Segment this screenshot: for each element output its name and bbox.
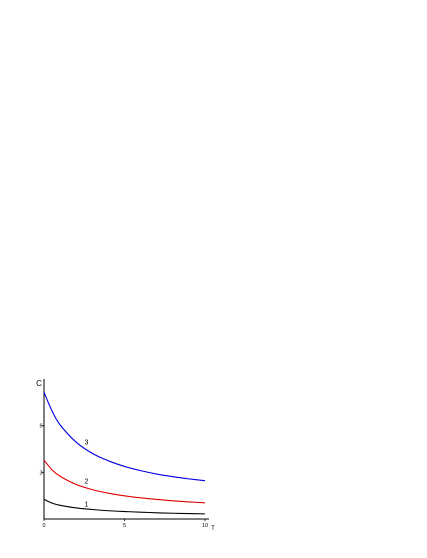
series-label-1: 1 [84, 501, 88, 508]
series-group: 1 2 3 [43, 392, 206, 515]
axes: C T [36, 379, 215, 532]
y-tick-label: 6 [39, 424, 42, 430]
series-line-2 [43, 459, 206, 504]
ticks: 0 5 10 3 6 [39, 424, 208, 529]
y-axis-label: C [36, 379, 42, 388]
x-axis-label: T [211, 526, 215, 532]
x-tick-label: 10 [202, 523, 208, 529]
y-tick-label: 3 [39, 470, 42, 476]
x-tick-label: 5 [123, 523, 126, 529]
series-line-3 [43, 392, 206, 482]
series-line-1 [43, 498, 206, 515]
x-tick-label: 0 [42, 523, 45, 529]
series-label-3: 3 [84, 439, 88, 446]
series-label-2: 2 [84, 478, 88, 485]
